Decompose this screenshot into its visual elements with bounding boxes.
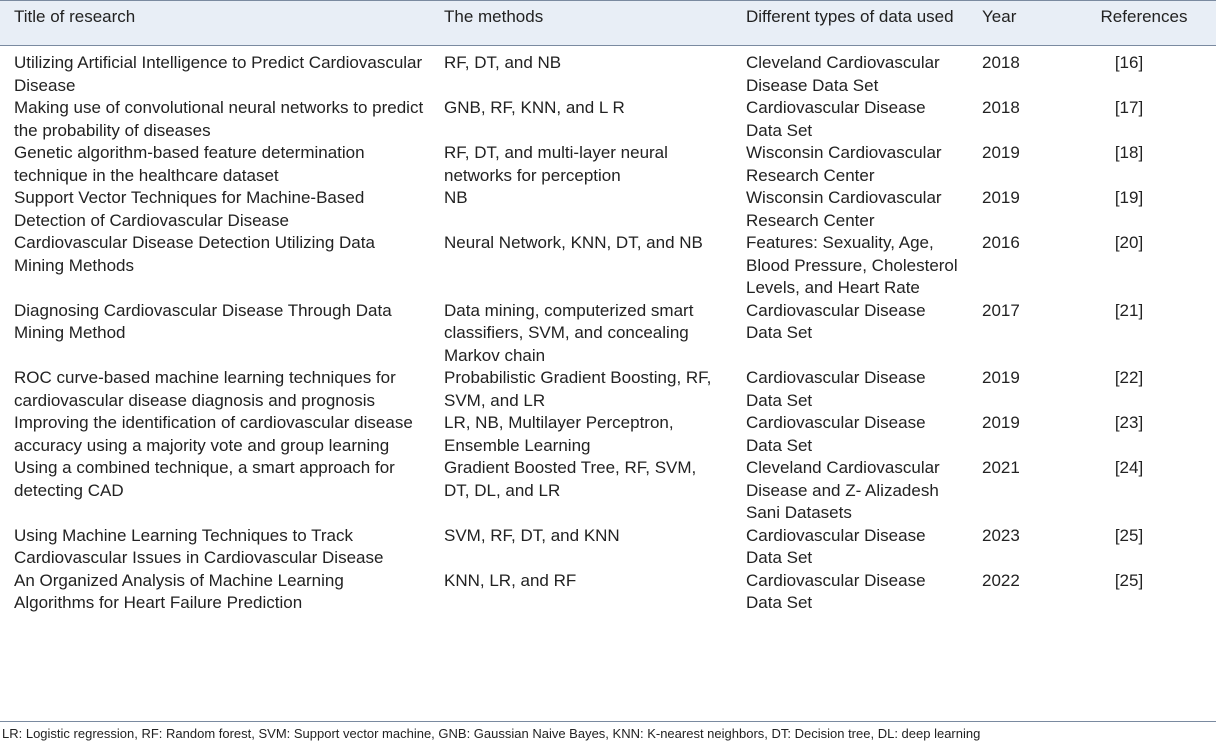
data-cell: Cardiovascular Disease Data Set	[746, 368, 926, 410]
data-cell: Cardiovascular Disease Data Set	[746, 300, 926, 343]
header-cell: Different types of data used	[746, 7, 954, 26]
methods-cell: RF, DT, and multi-layer neural networks …	[444, 143, 668, 185]
reference-cell: [22]	[1114, 368, 1144, 387]
table-row: Genetic algorithm-based feature determin…	[0, 142, 1216, 187]
data-cell: Wisconsin Cardiovascular Research Center	[746, 143, 942, 185]
methods-cell: GNB, RF, KNN, and L R	[444, 98, 625, 117]
header-cell: Title of research	[14, 7, 136, 26]
year-cell: 2017	[982, 300, 1020, 320]
data-cell: Cardiovascular Disease Data Set	[746, 98, 926, 140]
table-row: Making use of convolutional neural netwo…	[0, 97, 1216, 142]
table-row: An Organized Analysis of Machine Learnin…	[0, 570, 1216, 615]
methods-cell: Neural Network, KNN, DT, and NB	[444, 233, 703, 252]
title-cell: Genetic algorithm-based feature determin…	[14, 143, 365, 185]
reference-cell: [16]	[1114, 53, 1144, 72]
data-cell: Cardiovascular Disease Data Set	[746, 413, 926, 455]
methods-cell: LR, NB, Multilayer Perceptron, Ensemble …	[444, 413, 674, 455]
methods-cell: SVM, RF, DT, and KNN	[444, 525, 620, 545]
reference-cell: [18]	[1114, 143, 1144, 162]
year-cell: 2018	[982, 53, 1020, 72]
year-cell: 2023	[982, 525, 1020, 545]
year-cell: 2019	[982, 188, 1020, 207]
year-cell: 2019	[982, 413, 1020, 432]
methods-cell: RF, DT, and NB	[444, 53, 562, 72]
reference-cell: [25]	[1114, 525, 1144, 545]
reference-cell: [21]	[1114, 300, 1144, 320]
reference-cell: [20]	[1114, 233, 1144, 252]
year-cell: 2018	[982, 98, 1020, 117]
table-row: Diagnosing Cardiovascular Disease Throug…	[0, 300, 1216, 368]
table-row: Using Machine Learning Techniques to Tra…	[0, 525, 1216, 570]
data-cell: Wisconsin Cardiovascular Research Center	[746, 188, 942, 230]
methods-cell: NB	[444, 188, 468, 207]
reference-cell: [17]	[1114, 98, 1144, 117]
reference-cell: [24]	[1114, 458, 1144, 477]
reference-cell: [23]	[1114, 413, 1144, 432]
data-cell: Cleveland Cardiovascular Disease and Z- …	[746, 458, 940, 522]
table-row: Improving the identification of cardiova…	[0, 412, 1216, 457]
table-row: Cardiovascular Disease Detection Utilizi…	[0, 232, 1216, 300]
table-row: Using a combined technique, a smart appr…	[0, 457, 1216, 525]
title-cell: Making use of convolutional neural netwo…	[14, 98, 424, 140]
title-cell: An Organized Analysis of Machine Learnin…	[14, 570, 344, 613]
table-row: ROC curve-based machine learning techniq…	[0, 367, 1216, 412]
title-cell: Cardiovascular Disease Detection Utilizi…	[14, 233, 375, 275]
title-cell: Utilizing Artificial Intelligence to Pre…	[14, 53, 423, 95]
table-body: Utilizing Artificial Intelligence to Pre…	[0, 46, 1216, 615]
methods-cell: KNN, LR, and RF	[444, 570, 577, 590]
table-header: Title of research The methods Different ty…	[0, 0, 1216, 46]
title-cell: Diagnosing Cardiovascular Disease Throug…	[14, 300, 392, 343]
header-row: Title of research The methods Different ty…	[0, 0, 1216, 46]
year-cell: 2022	[982, 570, 1020, 590]
year-cell: 2019	[982, 143, 1020, 162]
header-cell: Year	[982, 7, 1017, 26]
reference-cell: [25]	[1114, 570, 1144, 590]
year-cell: 2021	[982, 458, 1020, 477]
data-cell: Cleveland Cardiovascular Disease Data Se…	[746, 53, 940, 95]
title-cell: Using a combined technique, a smart appr…	[14, 458, 395, 500]
data-cell: Cardiovascular Disease Data Set	[746, 570, 926, 613]
year-cell: 2019	[982, 368, 1020, 387]
year-cell: 2016	[982, 233, 1020, 252]
data-cell: Cardiovascular Disease Data Set	[746, 525, 926, 568]
reference-cell: [19]	[1114, 188, 1144, 207]
table-row: Utilizing Artificial Intelligence to Pre…	[0, 46, 1216, 98]
title-cell: Support Vector Techniques for Machine-Ba…	[14, 188, 365, 230]
methods-cell: Gradient Boosted Tree, RF, SVM, DT, DL, …	[444, 458, 697, 500]
title-cell: ROC curve-based machine learning techniq…	[14, 368, 396, 410]
title-cell: Improving the identification of cardiova…	[14, 413, 413, 455]
title-cell: Using Machine Learning Techniques to Tra…	[14, 525, 384, 568]
methods-cell: Probabilistic Gradient Boosting, RF, SVM…	[444, 368, 712, 410]
header-cell: The methods	[444, 7, 544, 26]
header-cell: References	[1100, 7, 1188, 26]
footnote: LR: Logistic regression, RF: Random fore…	[0, 721, 1216, 741]
table-row: Support Vector Techniques for Machine-Ba…	[0, 187, 1216, 232]
data-cell: Features: Sexuality, Age, Blood Pressure…	[746, 233, 958, 297]
methods-cell: Data mining, computerized smart classifi…	[444, 300, 694, 365]
research-table: Title of research The methods Different ty…	[0, 0, 1216, 615]
